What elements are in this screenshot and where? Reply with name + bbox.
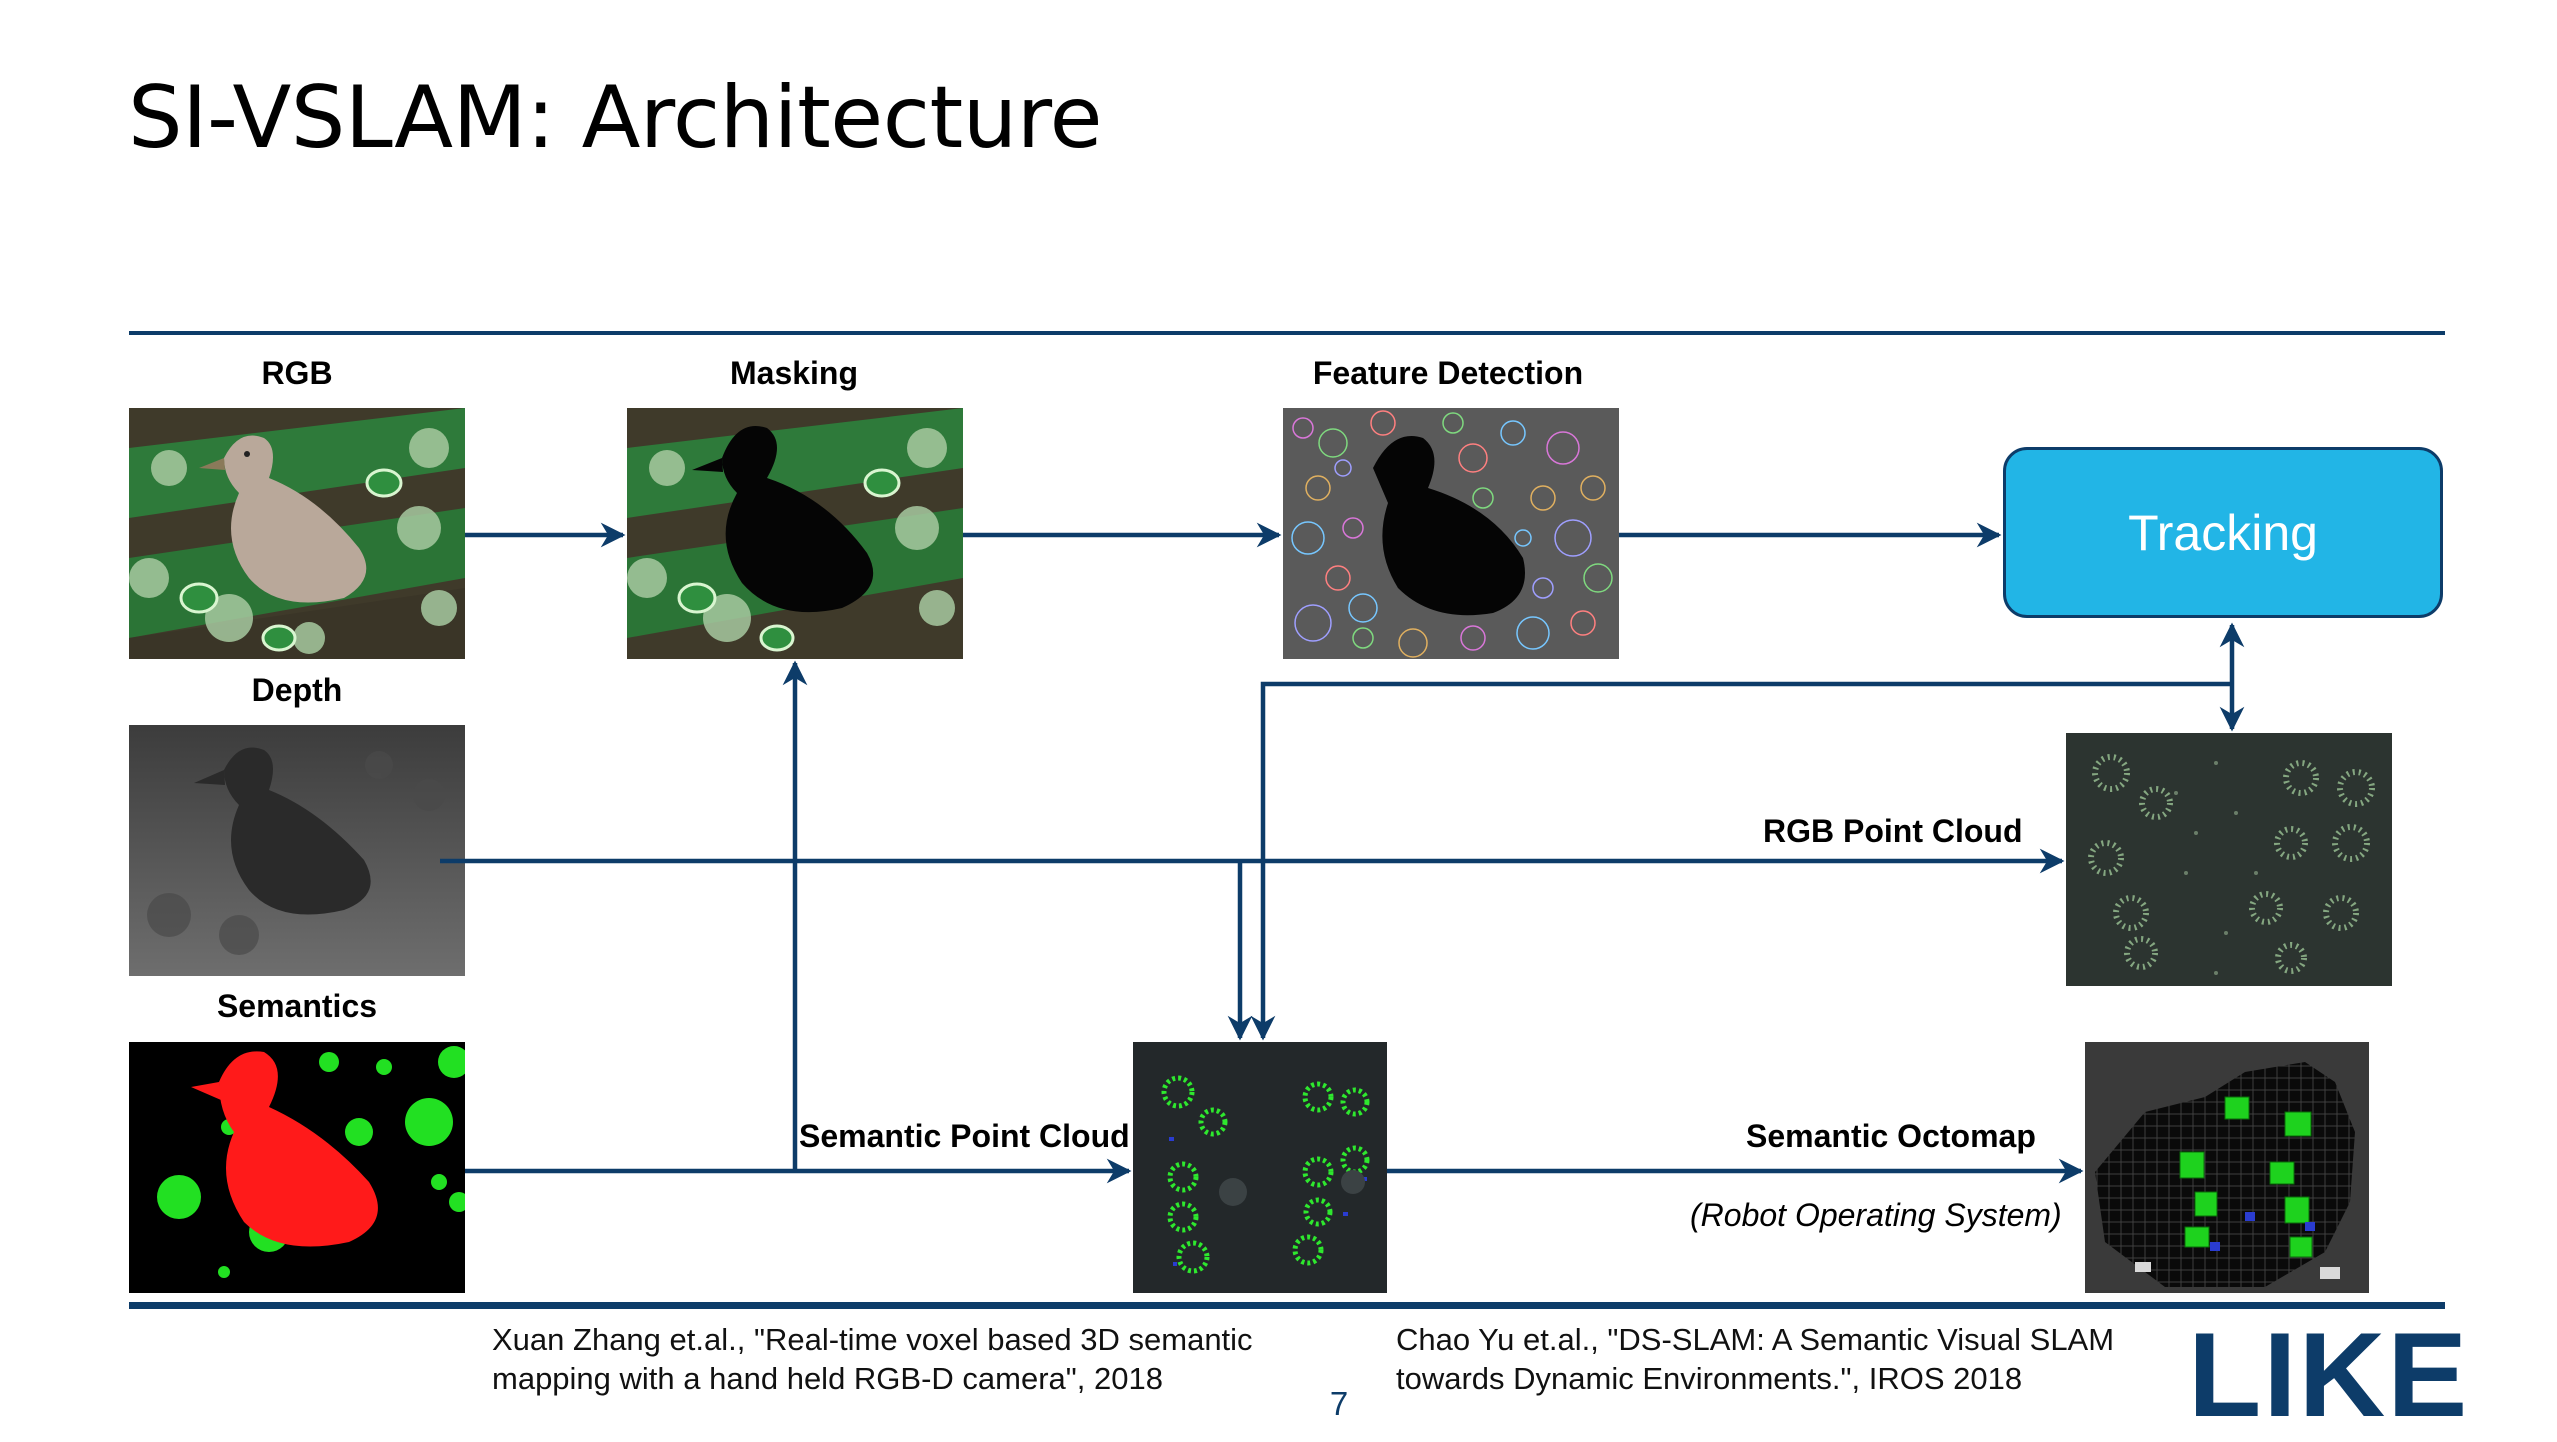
rgb-image [129, 408, 465, 659]
semantic-point-cloud-image [1133, 1042, 1387, 1293]
reference-right-line1: Chao Yu et.al., "DS-SLAM: A Semantic Vis… [1396, 1322, 2115, 1357]
rgb-point-cloud-label: RGB Point Cloud [1763, 813, 2023, 849]
masking-label: Masking [729, 355, 859, 391]
reference-left-line1: Xuan Zhang et.al., "Real-time voxel base… [492, 1322, 1253, 1357]
reference-right-line2: towards Dynamic Environments.", IROS 201… [1396, 1361, 2023, 1396]
masking-image [627, 408, 963, 659]
page-number: 7 [1329, 1385, 1349, 1422]
slide-title: SI-VSLAM: Architecture [128, 68, 1103, 168]
semantic-octomap-image [2085, 1042, 2369, 1293]
reference-right: Chao Yu et.al., "DS-SLAM: A Semantic Vis… [1396, 1320, 2114, 1398]
depth-label: Depth [251, 672, 343, 708]
depth-image [129, 725, 465, 976]
feature-detection-image [1283, 408, 1619, 659]
tracking-label: Tracking [2128, 504, 2318, 561]
semantics-label: Semantics [216, 988, 378, 1024]
semantic-octomap-label: Semantic Octomap [1746, 1118, 2036, 1154]
semantic-point-cloud-label: Semantic Point Cloud [799, 1118, 1130, 1154]
reference-left: Xuan Zhang et.al., "Real-time voxel base… [492, 1320, 1253, 1398]
ros-note: (Robot Operating System) [1690, 1197, 2062, 1233]
feature-detection-label: Feature Detection [1312, 355, 1584, 391]
rgb-label: RGB [261, 355, 333, 391]
bottom-divider [129, 1302, 2445, 1309]
reference-left-line2: mapping with a hand held RGB-D camera", … [492, 1361, 1163, 1396]
top-divider [129, 331, 2445, 335]
rgb-point-cloud-image [2066, 733, 2392, 986]
semantics-image [129, 1042, 465, 1293]
tracking-block: Tracking [2003, 447, 2443, 618]
like-logo: LIKE [2188, 1308, 2470, 1442]
